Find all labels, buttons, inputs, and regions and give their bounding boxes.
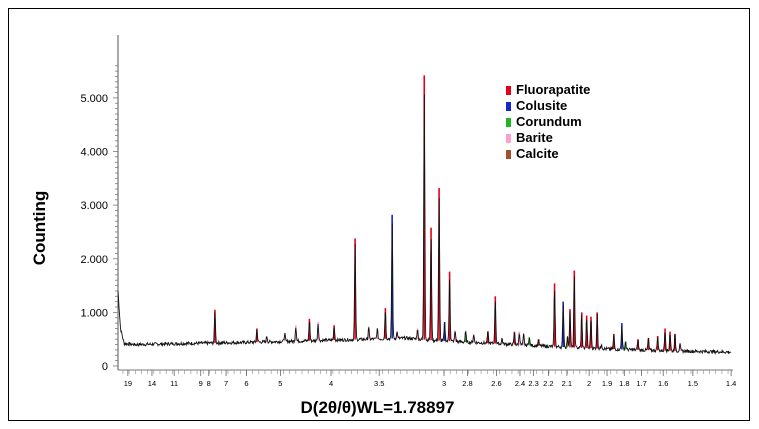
x-tick-label: 2.6 xyxy=(491,379,501,388)
y-tick-label: 5.000 xyxy=(80,93,108,105)
x-tick-label: 1.9 xyxy=(602,379,612,388)
x-tick-label: 14 xyxy=(148,379,156,388)
x-tick-label: 1.5 xyxy=(688,379,698,388)
x-tick-label: 1.6 xyxy=(658,379,668,388)
x-tick-label: 1.4 xyxy=(726,379,736,388)
diffraction-trace xyxy=(117,94,732,356)
legend-item: Corundum xyxy=(506,114,590,130)
y-tick-label: 2.000 xyxy=(80,254,108,266)
legend-label: Barite xyxy=(516,130,553,145)
x-tick-label: 2.2 xyxy=(543,379,553,388)
x-axis-label: D(2θ/θ)WL=1.78897 xyxy=(300,398,455,417)
x-tick-label: 11 xyxy=(170,379,178,388)
x-tick-label: 3.5 xyxy=(374,379,384,388)
legend-item: Colusite xyxy=(506,98,590,114)
x-tick-label: 8 xyxy=(207,379,211,388)
x-tick-label: 2.8 xyxy=(462,379,472,388)
legend-item: Fluorapatite xyxy=(506,82,590,98)
legend-label: Colusite xyxy=(516,98,568,113)
x-tick-label: 7 xyxy=(224,379,228,388)
y-tick-label: 3.000 xyxy=(80,200,108,212)
y-tick-label: 4.000 xyxy=(80,147,108,159)
chart-frame xyxy=(8,8,750,421)
legend-label: Corundum xyxy=(516,114,582,129)
x-tick-label: 4 xyxy=(329,379,333,388)
x-tick-label: 2.4 xyxy=(515,379,525,388)
x-tick-label: 9 xyxy=(199,379,203,388)
legend-swatch xyxy=(506,101,511,111)
x-tick-label: 2.3 xyxy=(528,379,538,388)
x-tick-label: 1.8 xyxy=(619,379,629,388)
legend-item: Calcite xyxy=(506,146,590,162)
legend-swatch xyxy=(506,117,511,127)
legend-label: Fluorapatite xyxy=(516,82,591,97)
legend-swatch xyxy=(506,133,511,143)
y-axis-label: Counting xyxy=(30,190,49,266)
legend-label: Calcite xyxy=(516,146,559,161)
x-tick-label: 6 xyxy=(244,379,248,388)
legend: Fluorapatite Colusite Corundum Barite Calcit… xyxy=(506,82,590,162)
x-tick-label: 3 xyxy=(442,379,446,388)
x-tick-label: 19 xyxy=(124,379,132,388)
legend-swatch xyxy=(506,149,511,159)
x-tick-label: 1.7 xyxy=(636,379,646,388)
legend-item: Barite xyxy=(506,130,590,146)
legend-swatch xyxy=(506,85,511,95)
x-tick-label: 2.1 xyxy=(562,379,572,388)
x-tick-label: 2 xyxy=(587,379,591,388)
y-tick-label: 1.000 xyxy=(80,307,108,319)
x-tick-label: 5 xyxy=(278,379,282,388)
y-tick-label: 0 xyxy=(102,361,108,373)
